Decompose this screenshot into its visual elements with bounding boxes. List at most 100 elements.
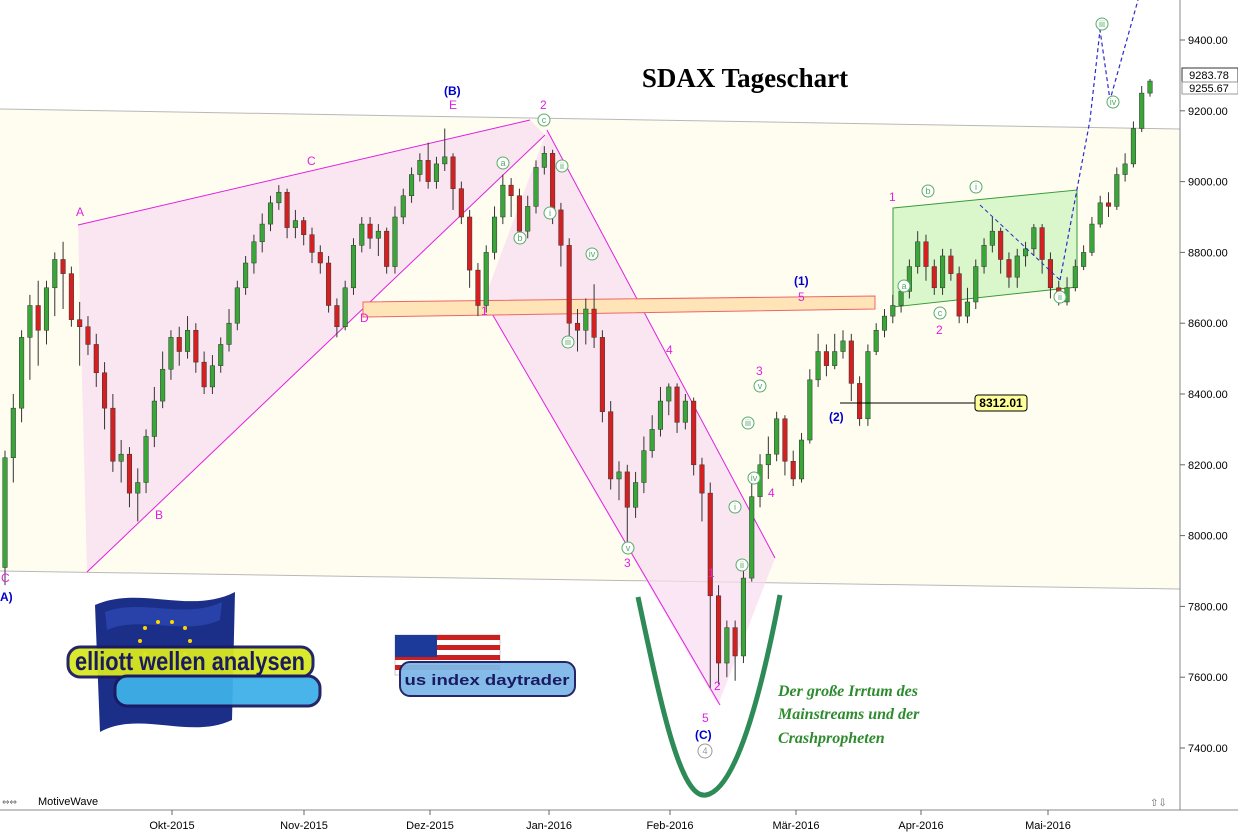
candle-body bbox=[716, 595, 722, 664]
candle-body bbox=[85, 326, 91, 345]
y-tick-label: 9000.00 bbox=[1188, 177, 1228, 189]
candle-body bbox=[940, 255, 946, 289]
candle-body bbox=[782, 418, 788, 462]
down-channel-lower bbox=[483, 299, 721, 706]
circled-label-ring bbox=[735, 558, 749, 572]
candle-body bbox=[409, 174, 415, 197]
candle-body bbox=[608, 411, 614, 480]
circled-label-ring bbox=[1095, 17, 1109, 31]
candle-body bbox=[135, 482, 141, 494]
candle-body bbox=[284, 191, 290, 228]
circled-label-ring bbox=[543, 206, 557, 220]
circled-label-ring bbox=[585, 247, 599, 261]
circled-label-ring bbox=[555, 159, 569, 173]
candle-body bbox=[840, 340, 846, 352]
label-E: E bbox=[449, 98, 457, 112]
candle-body bbox=[1130, 128, 1136, 165]
candle-body bbox=[334, 305, 340, 327]
candle-body bbox=[35, 305, 41, 331]
circled-label-text: iii bbox=[565, 337, 571, 347]
support-zone bbox=[362, 295, 876, 318]
candle-body bbox=[657, 400, 664, 430]
label-1-apr: 1 bbox=[889, 190, 896, 204]
candle-body bbox=[209, 365, 215, 388]
label-1-feb: 1 bbox=[708, 566, 715, 580]
candle-body bbox=[931, 266, 937, 289]
label-3-jan: 3 bbox=[624, 556, 631, 570]
candle-body bbox=[350, 245, 357, 289]
label-paren-C: (C) bbox=[695, 728, 712, 742]
callout-value: 8312.01 bbox=[979, 396, 1023, 410]
candles bbox=[2, 78, 1153, 688]
candle-body bbox=[326, 262, 332, 306]
circled-label-text: iv bbox=[751, 473, 758, 483]
candle-body bbox=[218, 344, 224, 366]
x-tick-label: Jan-2016 bbox=[526, 820, 572, 832]
circled-label-text: i bbox=[549, 208, 551, 218]
candle-body bbox=[433, 163, 439, 182]
circled-label-text: ii bbox=[1058, 292, 1062, 302]
candle-body bbox=[649, 429, 655, 451]
usindex-logo-text: us index daytrader bbox=[405, 672, 570, 689]
label-D: D bbox=[360, 311, 369, 325]
candle-body bbox=[1147, 80, 1153, 94]
candle-body bbox=[1097, 202, 1103, 225]
candle-body bbox=[425, 160, 431, 182]
candle-body bbox=[118, 453, 124, 462]
candle-body bbox=[1081, 252, 1087, 267]
candle-body bbox=[483, 252, 489, 306]
y-tick-label: 8200.00 bbox=[1188, 460, 1228, 472]
last-price: 9283.78 bbox=[1189, 70, 1229, 82]
label-2-apr: 2 bbox=[936, 323, 943, 337]
candle-body bbox=[292, 220, 298, 228]
candle-body bbox=[475, 269, 481, 306]
y-tick-label: 8400.00 bbox=[1188, 389, 1228, 401]
label-4-feb: 4 bbox=[666, 343, 673, 357]
y-tick-label: 7800.00 bbox=[1188, 601, 1228, 613]
circled-label-text: iv bbox=[1110, 97, 1117, 107]
y-axis: 7400.00 7600.00 7800.00 8000.00 8200.00 8400.… bbox=[1180, 35, 1228, 755]
candle-body bbox=[641, 450, 647, 483]
candle-body bbox=[989, 230, 995, 246]
candle-body bbox=[259, 223, 265, 243]
label-5-mar: 5 bbox=[798, 290, 805, 304]
candle-body bbox=[749, 496, 755, 579]
candle-body bbox=[367, 223, 373, 239]
candle-body bbox=[848, 340, 854, 384]
candle-body bbox=[1114, 174, 1120, 207]
candle-body bbox=[591, 308, 597, 338]
candle-body bbox=[1014, 255, 1020, 278]
candle-body bbox=[798, 439, 805, 480]
candle-body bbox=[1006, 259, 1012, 278]
circled-label-ring bbox=[621, 541, 635, 555]
candle-body bbox=[1039, 227, 1045, 260]
u-shape-curve bbox=[635, 594, 783, 798]
circled-label-ring bbox=[561, 335, 575, 349]
candle-body bbox=[392, 216, 398, 267]
candle-body bbox=[2, 457, 8, 568]
elliott-wellen-logo: elliott wellen analysen bbox=[66, 592, 322, 732]
candle-body bbox=[558, 209, 564, 246]
label-B: B bbox=[155, 508, 163, 522]
upper-trendline bbox=[0, 108, 1181, 130]
candle-body bbox=[973, 266, 979, 303]
candle-body bbox=[400, 195, 406, 218]
candle-body bbox=[890, 305, 896, 317]
circled-label-text: iii bbox=[745, 418, 751, 428]
candle-body bbox=[458, 188, 464, 218]
candle-body bbox=[956, 273, 962, 317]
chart-title: SDAX Tageschart bbox=[642, 63, 848, 93]
footer-scroll-icon: ⇧⇩ bbox=[1150, 798, 1167, 809]
candle-body bbox=[68, 273, 74, 320]
candle-body bbox=[500, 184, 506, 218]
candle-body bbox=[77, 319, 83, 327]
candle-body bbox=[898, 291, 904, 306]
candle-body bbox=[525, 206, 531, 232]
candle-body bbox=[865, 351, 871, 420]
annotation-line-1: Der große Irrtum des bbox=[777, 683, 918, 700]
circled-label-text: ii bbox=[560, 161, 564, 171]
circled-label-ring bbox=[728, 500, 742, 514]
candle-body bbox=[533, 167, 539, 207]
label-A: A bbox=[76, 205, 84, 219]
usindex-logo: us index daytrader bbox=[394, 634, 576, 697]
